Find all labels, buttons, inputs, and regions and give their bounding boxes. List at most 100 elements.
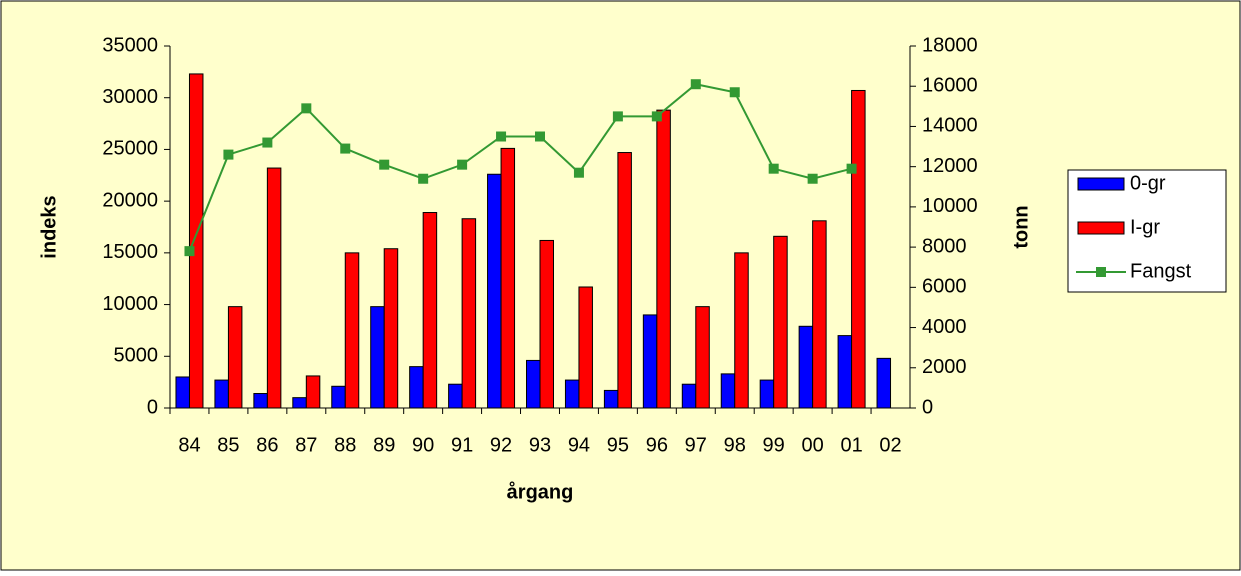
bar [188,73,204,409]
y-tick-label: 10000 [102,293,158,315]
x-tick-label: 94 [568,434,590,456]
x-tick-label: 89 [373,434,395,456]
bar [642,314,658,409]
bar [851,89,866,409]
bar [487,173,502,409]
y2-tick-label: 6000 [922,276,967,298]
legend-label: I-gr [1130,216,1160,238]
legend-label: 0-gr [1130,172,1166,194]
y-tick-label: 5000 [114,345,159,367]
bar [227,306,243,409]
line-marker [340,143,351,154]
y2-tick-label: 8000 [922,235,967,257]
bar [383,248,399,409]
bar [720,373,736,409]
x-tick-label: 87 [295,434,317,456]
bar [681,383,697,409]
x-tick-label: 92 [490,434,512,456]
bar [564,379,580,409]
bar [695,306,710,409]
x-tick-label: 01 [840,434,862,456]
line-marker [690,79,701,90]
x-tick-label: 93 [529,434,551,456]
line [188,83,852,252]
line-marker [535,131,545,142]
y2-tick-label: 14000 [922,115,978,137]
line-marker [573,167,584,178]
y2-tick-label: 12000 [922,155,978,177]
x-tick-label: 99 [763,434,785,456]
line-marker [846,163,857,174]
y2-axis-title: tonn [1010,205,1032,248]
x-tick-label: 96 [646,434,668,456]
x-tick-label: 91 [451,434,473,456]
y-tick-label: 20000 [102,189,158,211]
x-tick-label: 98 [724,434,746,456]
x-tick-label: 97 [685,434,707,456]
y-tick-label: 35000 [102,34,158,56]
y-tick-label: 25000 [102,138,158,160]
bar [526,359,541,409]
bar [305,375,321,409]
line-marker [223,149,234,160]
x-axis-title: årgang [507,480,574,503]
line-marker [262,137,273,148]
x-tick-label: 84 [178,434,200,456]
bar [253,393,268,409]
y-tick-label: 30000 [102,86,158,108]
bar [214,379,229,409]
line-marker [496,131,507,142]
bar [837,335,853,409]
bar [448,383,463,409]
bar [578,286,593,409]
bar [292,397,307,409]
legend-label: Fangst [1130,260,1192,282]
y2-tick-label: 10000 [922,195,978,217]
bar [175,376,190,409]
line-marker [651,111,662,122]
bar [617,152,632,409]
bar [266,167,282,409]
x-tick-label: 90 [412,434,434,456]
bar [812,220,827,409]
line-marker [301,103,312,114]
line-marker [612,111,623,122]
bar [773,235,788,409]
y2-tick-label: 0 [922,396,933,418]
x-tick-label: 86 [256,434,278,456]
x-tick-label: 95 [607,434,629,456]
line-marker [379,159,390,170]
bar [370,306,385,409]
line-marker [807,173,818,184]
bar [876,357,892,409]
bar [656,109,671,409]
bar [539,239,554,409]
line-marker [457,159,468,170]
bar [603,389,619,409]
line-marker [184,246,195,257]
y-tick-label: 15000 [102,241,158,263]
y-axis-title: indeks [38,195,60,258]
x-tick-label: 85 [217,434,239,456]
legend-swatch [1077,177,1125,191]
bar [422,212,438,409]
x-tick-label: 00 [802,434,824,456]
x-tick-label: 88 [334,434,356,456]
line-marker [418,173,429,184]
bar [331,385,346,409]
bar [500,147,516,409]
bar [461,218,477,409]
y2-tick-label: 16000 [922,75,978,97]
x-tick-label: 02 [879,434,901,456]
legend-swatch [1077,221,1125,235]
y2-tick-label: 18000 [922,34,978,56]
line-marker [729,87,740,98]
y2-tick-label: 4000 [922,316,967,338]
bar [798,325,814,409]
line-marker [768,163,779,174]
bar [344,252,360,409]
bar [759,379,775,409]
y-tick-label: 0 [147,396,158,418]
y2-tick-label: 2000 [922,356,967,378]
